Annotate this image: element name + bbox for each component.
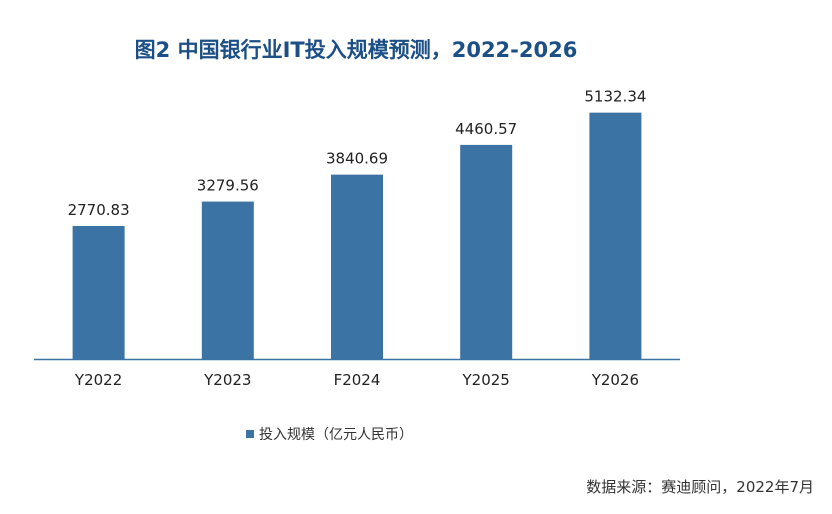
bar-y2026 — [589, 112, 642, 360]
legend: 投入规模（亿元人民币） — [246, 424, 413, 444]
x-tick-label: Y2025 — [462, 371, 510, 389]
bar-y2023 — [201, 201, 254, 359]
data-label: 3840.69 — [326, 150, 388, 168]
bars-group — [72, 112, 642, 360]
x-tick-labels-group: Y2022 Y2023 F2024 Y2025 Y2026 — [74, 371, 639, 389]
chart-title: 图2 中国银行业IT投入规模预测，2022-2026 — [134, 38, 578, 62]
x-tick-label: F2024 — [334, 371, 381, 389]
legend-label: 投入规模（亿元人民币） — [259, 427, 413, 443]
bar-f2024 — [331, 174, 383, 359]
legend-swatch — [246, 430, 254, 438]
data-label: 5132.34 — [584, 88, 646, 106]
bar-y2025 — [460, 144, 513, 359]
x-tick-label: Y2026 — [591, 371, 639, 389]
data-label: 4460.57 — [455, 120, 517, 138]
source-note: 数据来源：赛迪顾问，2022年7月 — [586, 478, 814, 496]
data-label: 2770.83 — [68, 201, 130, 219]
x-tick-label: Y2022 — [74, 371, 122, 389]
data-label: 3279.56 — [197, 177, 259, 195]
x-tick-label: Y2023 — [203, 371, 251, 389]
bar-y2022 — [72, 226, 125, 359]
data-labels-group: 2770.83 3279.56 3840.69 4460.57 5132.34 — [68, 88, 647, 219]
